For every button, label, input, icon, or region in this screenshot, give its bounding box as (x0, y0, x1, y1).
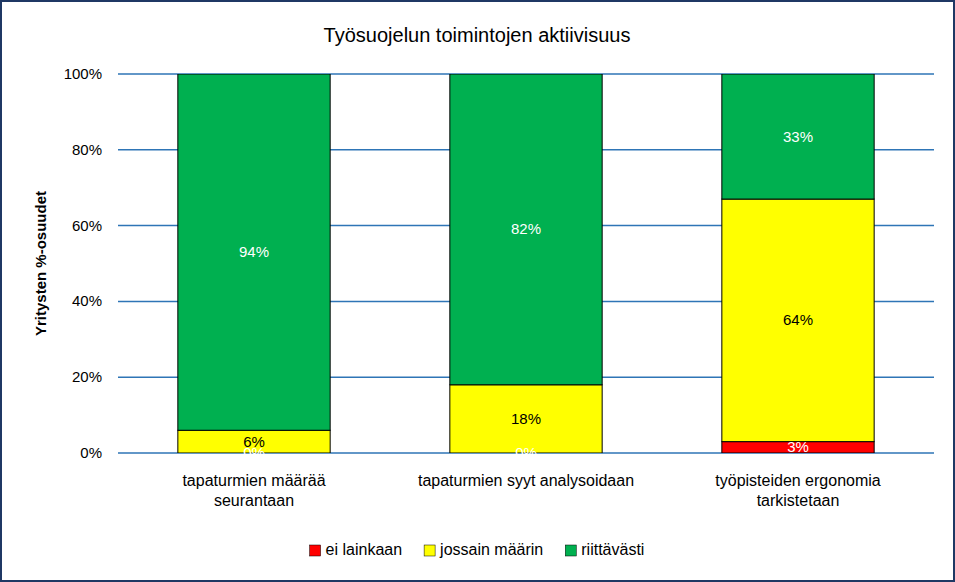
chart: Työsuojelun toimintojen aktiivisuus Yrity… (0, 0, 955, 582)
bar (178, 430, 330, 453)
legend-label: jossain määrin (439, 541, 543, 558)
y-tick-label: 100% (64, 65, 102, 82)
bar (178, 74, 330, 430)
legend-swatch (424, 545, 435, 556)
y-tick-label: 0% (80, 444, 102, 461)
bar (722, 74, 874, 199)
x-tick-label: tapaturmien määrää seurantaan (182, 472, 325, 509)
legend-item: jossain määrin (424, 541, 543, 558)
y-tick-label: 40% (72, 292, 102, 309)
legend-swatch (565, 545, 576, 556)
data-labels: 0%6%94%0%18%82%3%64%33% (239, 128, 813, 461)
bar (450, 385, 602, 453)
data-label: 0% (515, 444, 537, 461)
x-tick-line: työpisteiden ergonomia (715, 472, 881, 489)
data-label: 33% (783, 128, 813, 145)
legend: ei lainkaan jossain määrin riittävästi (310, 541, 645, 558)
y-tick-label: 20% (72, 368, 102, 385)
bar (450, 74, 602, 385)
legend-item: riittävästi (565, 541, 644, 558)
data-label: 94% (239, 243, 269, 260)
x-tick-line: tapaturmien syyt analysoidaan (418, 472, 634, 489)
x-tick-line: tarkistetaan (757, 492, 840, 509)
legend-swatch (310, 545, 321, 556)
data-label: 18% (511, 410, 541, 427)
x-tick-line: seurantaan (214, 492, 294, 509)
legend-label: ei lainkaan (326, 541, 403, 558)
title: Työsuojelun toimintojen aktiivisuus (324, 24, 631, 46)
y-tick-label: 80% (72, 141, 102, 158)
data-label: 82% (511, 220, 541, 237)
data-label: 64% (783, 311, 813, 328)
y-tick-label: 60% (72, 217, 102, 234)
data-label: 3% (787, 438, 809, 455)
frame (1, 1, 954, 581)
bars (178, 74, 874, 453)
legend-item: ei lainkaan (310, 541, 403, 558)
legend-label: riittävästi (581, 541, 644, 558)
x-tick-line: tapaturmien määrää (182, 472, 325, 489)
x-tick-label: työpisteiden ergonomia tarkistetaan (715, 472, 881, 509)
data-label: 6% (243, 433, 265, 450)
x-tick-label: tapaturmien syyt analysoidaan (418, 472, 634, 489)
bar (722, 199, 874, 442)
y-axis-label: Yritysten %-osuudet (32, 191, 49, 336)
